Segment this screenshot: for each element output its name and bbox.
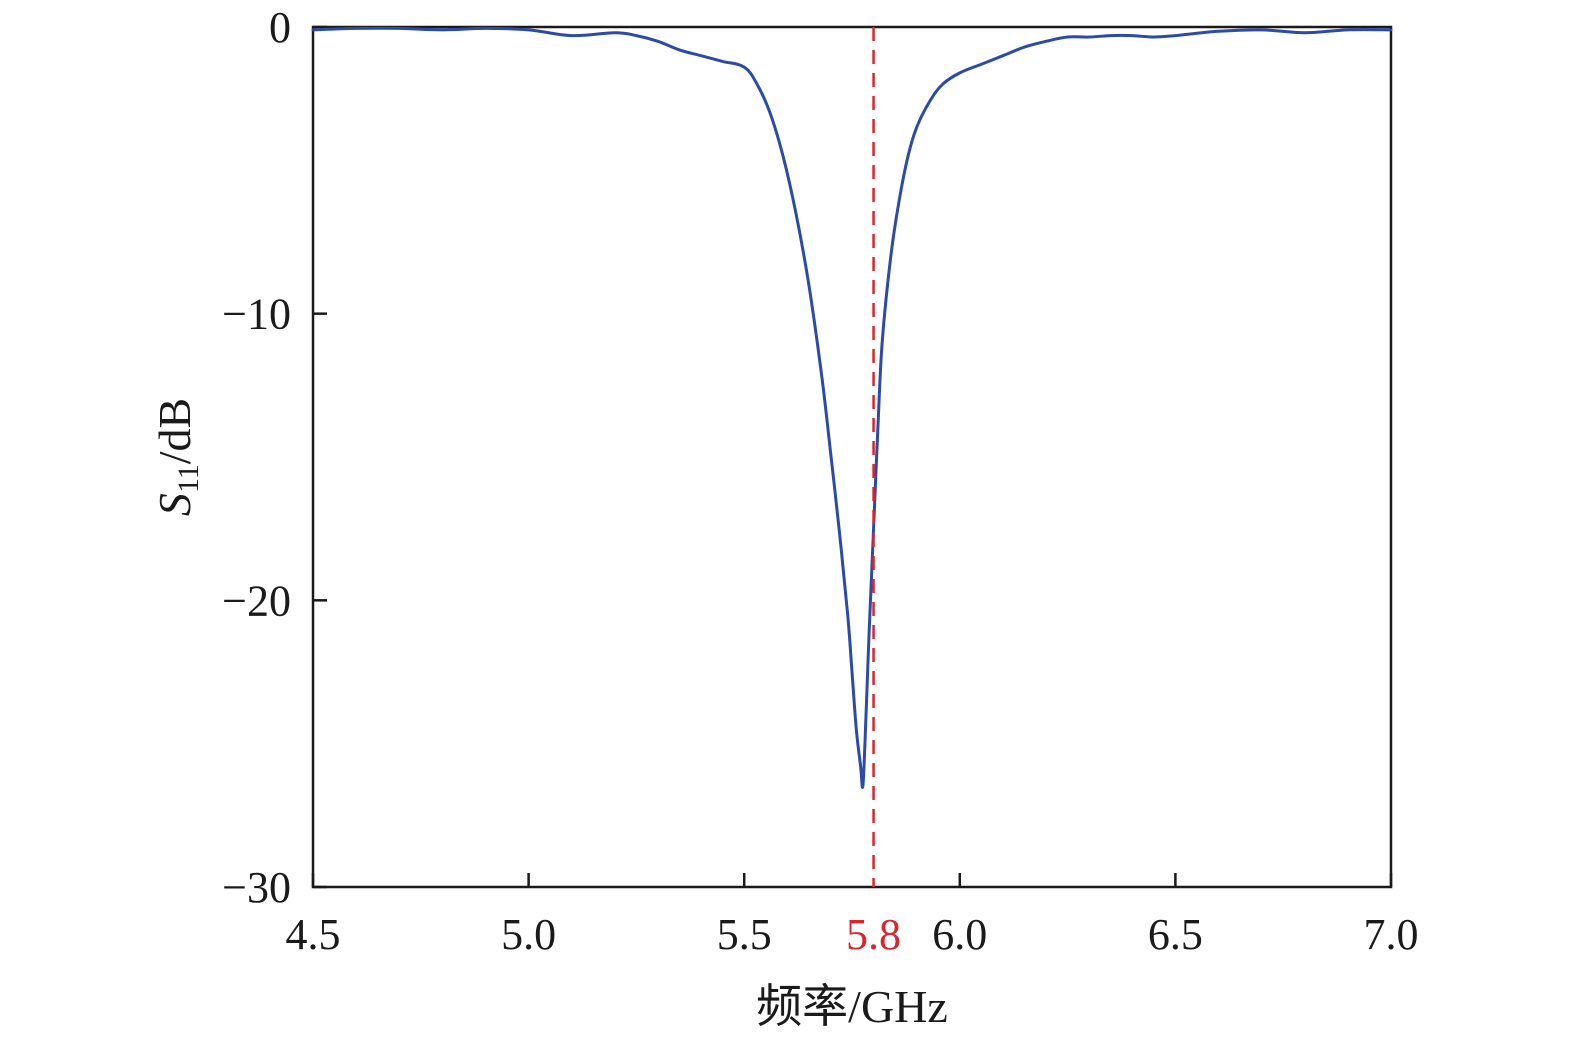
x-axis-title: 频率/GHz	[756, 981, 948, 1032]
plot-area	[311, 25, 1393, 889]
y-axis-title-unit: /dB	[149, 398, 200, 464]
x-tick-label: 4.5	[286, 910, 341, 959]
y-tick-label: −10	[222, 290, 291, 339]
series-layer	[311, 26, 1393, 789]
y-axis-title: S11/dB	[149, 398, 205, 516]
y-axis-title-symbol: S	[149, 493, 200, 516]
y-tick-label: 0	[269, 3, 291, 52]
marker-label: 5.8	[846, 910, 901, 959]
y-axis-ticks	[313, 25, 327, 889]
y-tick-label: −30	[222, 863, 291, 912]
x-axis-tick-labels: 4.5 5.0 5.5 6.0 6.5 7.0	[286, 910, 1419, 959]
y-axis-title-subscript: 11	[172, 464, 205, 493]
s11-series-line	[311, 26, 1393, 789]
x-tick-label: 5.0	[501, 910, 556, 959]
x-tick-label: 5.5	[717, 910, 772, 959]
x-axis-ticks	[311, 873, 1393, 887]
plot-frame	[311, 25, 1393, 889]
x-tick-label: 7.0	[1364, 910, 1419, 959]
x-tick-label: 6.5	[1148, 910, 1203, 959]
y-tick-label: −20	[222, 576, 291, 625]
y-axis-tick-labels: 0 −10 −20 −30	[222, 3, 291, 912]
x-tick-label: 6.0	[932, 910, 987, 959]
annotation-layer: 5.8	[846, 27, 901, 959]
